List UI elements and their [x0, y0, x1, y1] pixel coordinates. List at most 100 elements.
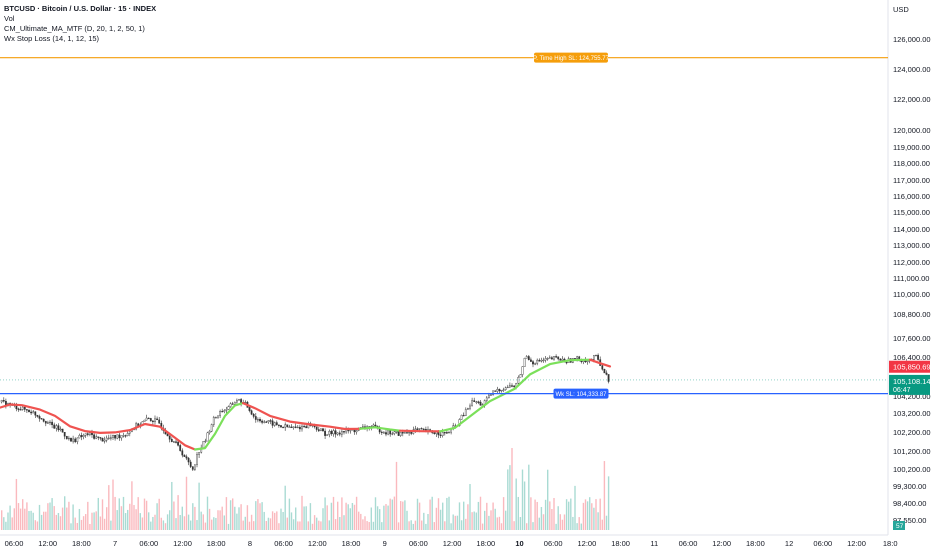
weekly-sl-tag: [553, 388, 609, 399]
volume-bar: [135, 509, 137, 530]
volume-bar: [185, 476, 188, 530]
volume-bar: [339, 517, 341, 530]
volume-bar: [402, 501, 404, 530]
volume-bar: [547, 469, 549, 530]
candle-up: [502, 389, 505, 391]
candle-up: [145, 417, 148, 421]
volume-bar: [578, 517, 580, 530]
candle-up: [372, 424, 375, 427]
volume-bar: [521, 469, 524, 530]
candle-up: [296, 426, 299, 429]
candle-down: [231, 403, 234, 405]
candle-up: [206, 432, 209, 442]
candle-down: [559, 358, 562, 361]
volume-bar: [591, 503, 593, 530]
volume-bar: [137, 497, 139, 530]
candle-down: [101, 438, 104, 442]
volume-bar: [376, 506, 379, 530]
volume-bar: [215, 517, 217, 530]
candle-up: [593, 355, 595, 360]
x-tick-label: 12:00: [847, 539, 866, 548]
volume-bar: [368, 522, 370, 530]
candle-up: [128, 431, 131, 434]
volume-bar: [278, 523, 280, 530]
volume-bar: [131, 481, 133, 530]
volume-bar: [284, 485, 286, 530]
volume-bar: [5, 521, 7, 530]
volume-bar: [7, 512, 9, 530]
volume-bar: [15, 478, 18, 530]
y-tick-label: 104,200.00: [893, 392, 931, 401]
volume-bar: [106, 507, 108, 530]
volume-bar: [572, 516, 574, 530]
candle-down: [513, 385, 516, 387]
candle-up: [500, 389, 503, 392]
indicator-vol[interactable]: Vol: [4, 14, 15, 23]
candle-up: [521, 366, 524, 375]
candle-up: [544, 358, 547, 361]
volume-bar: [374, 497, 377, 530]
candle-down: [181, 450, 184, 456]
candle-up: [212, 417, 215, 425]
candle-down: [63, 432, 66, 437]
volume-bar: [187, 514, 190, 530]
y-tick-label: 110,000.00: [893, 290, 930, 299]
candle-down: [57, 425, 60, 431]
volume-bar: [448, 496, 450, 530]
candle-down: [607, 374, 610, 382]
volume-bar: [586, 501, 589, 530]
volume-bar: [47, 503, 49, 530]
candle-down: [527, 356, 530, 361]
candle-down: [597, 354, 600, 360]
volume-bar: [414, 520, 417, 530]
volume-bar: [332, 496, 335, 530]
candle-up: [219, 411, 221, 417]
y-tick-label: 114,000.00: [893, 225, 930, 234]
candle-down: [317, 429, 320, 432]
volume-bar: [479, 496, 482, 530]
candle-down: [299, 426, 301, 430]
y-tick-label: 117,000.00: [893, 176, 930, 185]
volume-bar: [379, 509, 381, 530]
candle-down: [433, 432, 436, 435]
volume-bar: [561, 519, 564, 530]
symbol-title[interactable]: BTCUSD · Bitcoin / U.S. Dollar · 15 · IN…: [4, 4, 157, 13]
volume-bar: [181, 506, 183, 530]
volume-bar: [194, 506, 196, 530]
volume-bar: [599, 498, 601, 530]
candle-up: [235, 399, 238, 403]
candle-up: [204, 440, 207, 443]
candle-up: [32, 411, 35, 414]
ma-line-segment: [588, 358, 612, 368]
volume-bar: [49, 502, 51, 530]
candle-down: [147, 417, 150, 420]
candle-down: [74, 438, 77, 443]
y-tick-label: 98,400.00: [893, 499, 926, 508]
volume-bar: [200, 511, 202, 530]
volume-bar: [271, 511, 274, 530]
volume-bar: [358, 511, 360, 530]
indicator-ma[interactable]: CM_Ultimate_MA_MTF (D, 20, 1, 2, 50, 1): [4, 24, 145, 33]
candle-down: [42, 418, 45, 422]
volume-bar: [601, 519, 603, 530]
volume-bar: [238, 507, 240, 530]
candle-down: [250, 410, 253, 415]
volume-bar: [64, 496, 66, 530]
volume-bar: [362, 519, 364, 530]
x-tick-label: 18:00: [72, 539, 91, 548]
candle-down: [177, 441, 179, 446]
x-tick-label: 18:00: [476, 539, 495, 548]
candle-down: [2, 400, 5, 402]
candle-down: [70, 437, 72, 442]
x-tick-label: 12:00: [578, 539, 597, 548]
candle-up: [198, 452, 200, 455]
volume-bar: [450, 523, 452, 530]
candle-up: [257, 419, 259, 421]
candle-up: [126, 433, 129, 436]
volume-bar: [385, 504, 387, 530]
candle-up: [263, 421, 266, 423]
volume-bar: [213, 517, 215, 530]
indicator-stoploss[interactable]: Wx Stop Loss (14, 1, 12, 15): [4, 34, 100, 43]
